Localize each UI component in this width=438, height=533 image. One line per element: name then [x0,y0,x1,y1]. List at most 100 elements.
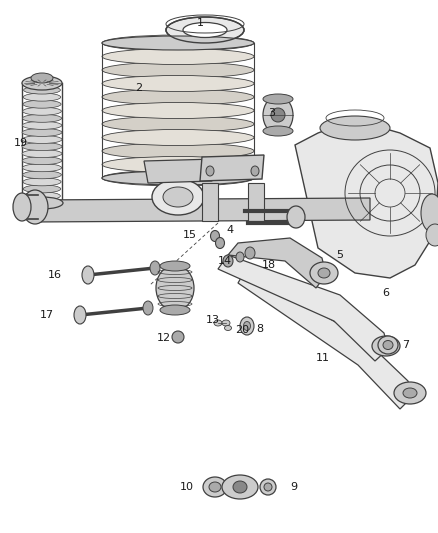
Ellipse shape [23,100,61,108]
Ellipse shape [378,336,398,354]
Text: 11: 11 [316,353,330,363]
Ellipse shape [102,62,254,78]
Ellipse shape [102,102,254,118]
Ellipse shape [82,266,94,284]
Ellipse shape [172,331,184,343]
Ellipse shape [24,79,60,87]
Ellipse shape [24,199,60,207]
Ellipse shape [380,342,392,351]
Text: 5: 5 [336,250,343,260]
Text: 10: 10 [180,482,194,492]
Text: 16: 16 [48,270,62,280]
Ellipse shape [22,76,62,90]
Ellipse shape [22,190,48,224]
Polygon shape [228,238,326,288]
Ellipse shape [263,126,293,136]
Ellipse shape [102,143,254,159]
Ellipse shape [102,170,254,186]
Text: 2: 2 [135,83,142,93]
Ellipse shape [394,382,426,404]
Ellipse shape [23,171,61,179]
Ellipse shape [102,76,254,92]
Ellipse shape [24,86,60,94]
Text: 18: 18 [262,260,276,270]
Ellipse shape [240,317,254,335]
Text: 6: 6 [382,288,389,298]
Ellipse shape [426,224,438,246]
Ellipse shape [31,73,53,83]
Text: 4: 4 [226,225,233,235]
Text: 13: 13 [206,315,220,325]
Ellipse shape [156,265,194,311]
Text: 17: 17 [40,310,54,320]
Ellipse shape [22,114,62,122]
Ellipse shape [287,206,305,228]
Ellipse shape [22,157,62,165]
Ellipse shape [22,164,62,172]
Ellipse shape [160,305,190,315]
Ellipse shape [209,482,221,492]
Polygon shape [30,198,370,222]
Ellipse shape [150,261,160,275]
Polygon shape [202,183,218,221]
Ellipse shape [152,179,204,215]
Ellipse shape [215,238,225,248]
Ellipse shape [22,150,62,158]
Ellipse shape [23,107,61,115]
Ellipse shape [22,142,62,150]
Ellipse shape [203,477,227,497]
Text: 15: 15 [183,230,197,240]
Ellipse shape [13,193,31,221]
Ellipse shape [320,116,390,140]
Ellipse shape [22,135,62,143]
Text: 3: 3 [268,108,275,118]
Ellipse shape [260,479,276,495]
Ellipse shape [223,255,233,267]
Ellipse shape [102,130,254,146]
Polygon shape [248,183,264,221]
Ellipse shape [372,336,400,356]
Ellipse shape [102,49,254,64]
Ellipse shape [263,94,293,104]
Ellipse shape [236,252,244,262]
Ellipse shape [102,116,254,132]
Polygon shape [238,271,412,409]
Ellipse shape [102,157,254,173]
Text: 8: 8 [256,324,263,334]
Ellipse shape [222,475,258,499]
Polygon shape [200,155,264,181]
Ellipse shape [222,320,230,326]
Text: 9: 9 [290,482,297,492]
Ellipse shape [143,301,153,315]
Text: 20: 20 [235,325,249,335]
Ellipse shape [102,89,254,105]
Ellipse shape [211,230,219,241]
Polygon shape [144,159,216,183]
Ellipse shape [271,108,285,122]
Ellipse shape [318,268,330,278]
Ellipse shape [102,35,254,51]
Ellipse shape [245,247,255,259]
Ellipse shape [23,178,61,186]
Ellipse shape [421,194,438,232]
Ellipse shape [383,341,393,350]
Ellipse shape [102,171,254,185]
Ellipse shape [310,262,338,284]
Ellipse shape [22,122,62,130]
Ellipse shape [244,321,251,330]
Polygon shape [218,255,388,361]
Ellipse shape [23,93,61,101]
Ellipse shape [251,166,259,176]
Ellipse shape [206,166,214,176]
Ellipse shape [403,388,417,398]
Polygon shape [295,123,438,278]
Ellipse shape [22,128,62,136]
Ellipse shape [214,320,222,326]
Ellipse shape [225,326,232,330]
Text: 19: 19 [14,138,28,148]
Ellipse shape [74,306,86,324]
Ellipse shape [24,192,60,200]
Ellipse shape [263,96,293,134]
Text: 7: 7 [402,340,409,350]
Ellipse shape [23,185,61,193]
